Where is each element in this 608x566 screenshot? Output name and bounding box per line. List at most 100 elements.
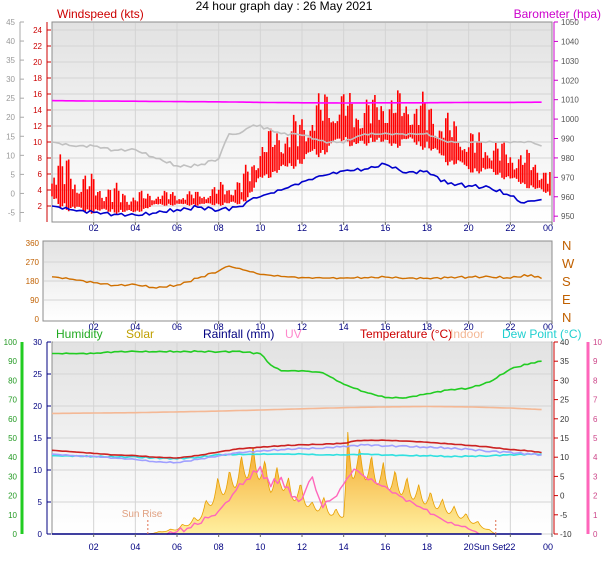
left-outer-label-30: 30 xyxy=(6,75,15,84)
direction-label-270: 270 xyxy=(26,258,40,267)
windspeed-label-8: 8 xyxy=(38,154,43,163)
x-tick-label-08: 08 xyxy=(214,542,224,552)
windspeed-label-6: 6 xyxy=(38,170,43,179)
left-outer-label-5: -5 xyxy=(8,208,16,217)
x-tick-label-06: 06 xyxy=(172,322,182,332)
temp-axes: 1009080706050403020100302520151050403530… xyxy=(4,338,603,552)
barometer-label-980: 980 xyxy=(561,154,575,163)
x-tick-label-22: 22 xyxy=(505,223,515,233)
compass-label-1: W xyxy=(562,256,575,271)
windspeed-label-24: 24 xyxy=(33,26,42,35)
compass-label-3: E xyxy=(562,292,571,307)
x-tick-label-04: 04 xyxy=(130,542,140,552)
direction-label-0: 0 xyxy=(35,315,40,324)
left-outer-label-10: 10 xyxy=(6,151,15,160)
graph-title: 24 hour graph day : 26 May 2021 xyxy=(196,0,373,13)
x-tick-label-06: 06 xyxy=(172,542,182,552)
direction-gridlines xyxy=(44,242,551,320)
uv-label-5: 5 xyxy=(593,434,598,443)
x-tick-label-00: 00 xyxy=(543,223,553,233)
temperature-label-5: -5 xyxy=(560,511,568,520)
wind-axes: 454035302520151050-524222018161412108642… xyxy=(6,18,579,233)
barometer-label-1000: 1000 xyxy=(561,115,579,124)
legend-temperature: Temperature (°C) xyxy=(360,327,452,341)
rainfall-label-0: 0 xyxy=(38,530,43,539)
direction-series xyxy=(51,265,542,289)
rainfall-label-5: 5 xyxy=(38,498,43,507)
x-tick-label-20: 20 xyxy=(464,223,474,233)
x-tick-label-10: 10 xyxy=(255,322,265,332)
legend-solar: Solar xyxy=(126,327,154,341)
x-tick-label-sun-set: Sun Set xyxy=(474,542,507,552)
humidity-label-20: 20 xyxy=(8,492,17,501)
barometer-label-1020: 1020 xyxy=(561,76,579,85)
windspeed-label-16: 16 xyxy=(33,90,42,99)
series-wind-direction-line xyxy=(51,265,542,289)
x-tick-label-18: 18 xyxy=(422,223,432,233)
x-tick-label-04: 04 xyxy=(130,223,140,233)
windspeed-label-2: 2 xyxy=(38,202,43,211)
rainfall-label-10: 10 xyxy=(33,466,42,475)
x-tick-label-06: 06 xyxy=(172,223,182,233)
x-tick-label-02: 02 xyxy=(89,322,99,332)
series-uv-line xyxy=(166,465,480,536)
wind-series xyxy=(51,90,551,217)
humidity-label-100: 100 xyxy=(4,338,18,347)
barometer-label-1030: 1030 xyxy=(561,57,579,66)
x-tick-label-08: 08 xyxy=(214,322,224,332)
rainfall-label-20: 20 xyxy=(33,402,42,411)
uv-label-9: 9 xyxy=(593,357,598,366)
x-tick-label-20: 20 xyxy=(464,542,474,552)
temperature-label-5: 5 xyxy=(560,472,565,481)
x-tick-label-18: 18 xyxy=(422,322,432,332)
humidity-label-70: 70 xyxy=(8,396,17,405)
windspeed-axis-label: Windspeed (kts) xyxy=(57,7,144,21)
x-tick-label-18: 18 xyxy=(422,542,432,552)
series-apparent-temperature-line xyxy=(51,443,542,464)
temp-legend: Humidity Solar Rainfall (mm) UV Temperat… xyxy=(56,327,581,341)
legend-humidity: Humidity xyxy=(56,327,103,341)
series-wind-chill-line xyxy=(51,124,542,169)
rainfall-label-15: 15 xyxy=(33,434,42,443)
uv-label-10: 10 xyxy=(593,338,602,347)
compass-label-2: S xyxy=(562,274,571,289)
windspeed-label-22: 22 xyxy=(33,42,42,51)
x-tick-label-00: 00 xyxy=(543,542,553,552)
x-tick-label-14: 14 xyxy=(339,223,349,233)
temp-series xyxy=(51,350,542,536)
x-tick-label-12: 12 xyxy=(297,322,307,332)
left-outer-label-40: 40 xyxy=(6,37,15,46)
legend-indoor: Indoor xyxy=(450,327,484,341)
rainfall-label-30: 30 xyxy=(33,338,42,347)
barometer-label-1050: 1050 xyxy=(561,18,579,27)
windspeed-label-12: 12 xyxy=(33,122,42,131)
legend-rainfall: Rainfall (mm) xyxy=(203,327,274,341)
windspeed-label-10: 10 xyxy=(33,138,42,147)
left-outer-label-15: 15 xyxy=(6,132,15,141)
uv-label-4: 4 xyxy=(593,453,598,462)
series-temperature-line xyxy=(51,439,542,459)
barometer-axis-label: Barometer (hpa) xyxy=(514,7,601,21)
barometer-label-1010: 1010 xyxy=(561,96,579,105)
x-tick-label-14: 14 xyxy=(339,322,349,332)
temperature-label-10: 10 xyxy=(560,453,569,462)
uv-label-6: 6 xyxy=(593,415,598,424)
rainfall-label-25: 25 xyxy=(33,370,42,379)
series-indoor-line xyxy=(52,405,542,415)
sunrise-label: Sun Rise xyxy=(122,509,163,520)
x-tick-label-04: 04 xyxy=(130,322,140,332)
temperature-label-25: 25 xyxy=(560,396,569,405)
x-tick-label-20: 20 xyxy=(464,322,474,332)
temperature-label-10: -10 xyxy=(560,530,572,539)
uv-label-8: 8 xyxy=(593,376,598,385)
series-avg-wind-line xyxy=(51,162,542,217)
left-outer-label-5: 5 xyxy=(11,170,16,179)
x-tick-label-02: 02 xyxy=(89,542,99,552)
compass-label-0: N xyxy=(562,238,571,253)
x-tick-label-16: 16 xyxy=(380,542,390,552)
x-tick-label-16: 16 xyxy=(380,223,390,233)
left-outer-label-35: 35 xyxy=(6,56,15,65)
